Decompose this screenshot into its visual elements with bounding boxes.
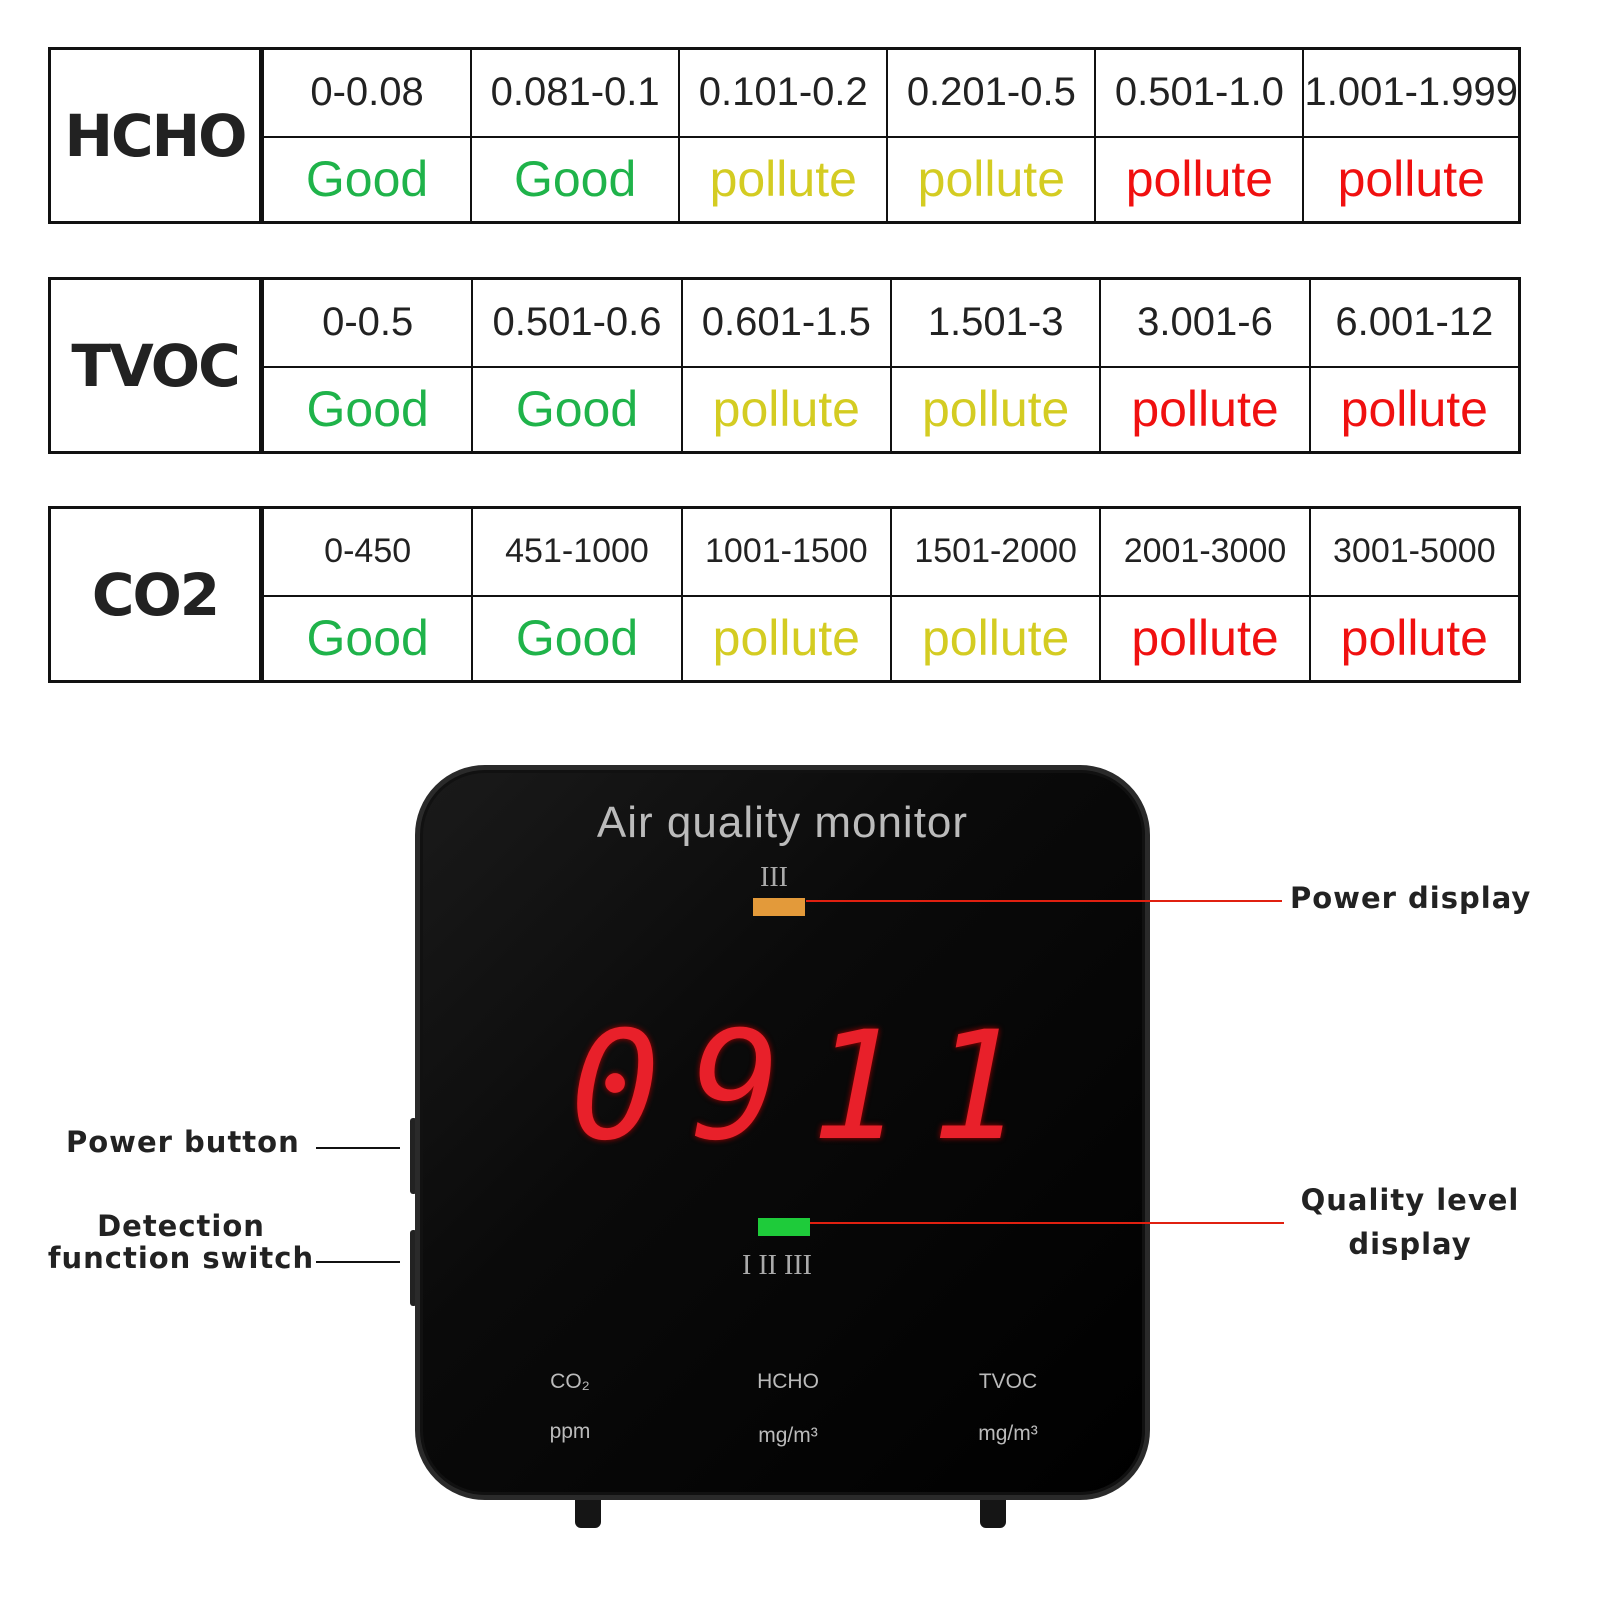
level-cell: pollute [680,365,890,451]
level-cell: pollute [680,594,890,680]
level-cell: pollute [889,365,1100,451]
range-cell: 0-0.08 [262,50,470,136]
range-cell: 6.001-12 [1308,280,1518,366]
callout-power-display: Power display [1290,881,1532,915]
sensor-co2-unit: ppm [549,1420,591,1443]
table-label: HCHO [51,50,262,221]
power-display-pointer [806,900,1282,902]
reading-display: 0911 [570,1000,1052,1174]
level-cell: Good [262,365,472,451]
threshold-table-hcho: HCHO 0-0.08 0.081-0.1 0.101-0.2 0.201-0.5 0.5… [48,47,1521,224]
sensor-hcho-unit: mg/m³ [758,1424,818,1447]
level-cell: Good [471,594,681,680]
level-cell: pollute [886,135,1095,221]
level-cell: pollute [1308,365,1518,451]
air-quality-monitor: Air quality monitor III 0911 I II III CO… [415,765,1150,1500]
callout-power-button: Power button [66,1125,300,1159]
power-button[interactable] [410,1118,417,1194]
range-cell: 0-0.5 [262,280,471,366]
callout-detection-line1: Detection [97,1209,265,1243]
range-cell: 0-450 [262,509,471,595]
range-cell: 1001-1500 [680,509,890,595]
threshold-table-co2: CO2 0-450 451-1000 1001-1500 1501-2000 2001-3… [48,506,1521,683]
detection-switch-pointer [316,1261,400,1263]
range-cell: 3001-5000 [1308,509,1518,595]
table-label: TVOC [51,280,262,451]
level-cell: pollute [1308,594,1518,680]
threshold-table-tvoc: TVOC 0-0.5 0.501-0.6 0.601-1.5 1.501-3 3.001-… [48,277,1521,454]
sensor-tvoc-label: TVOC [978,1370,1038,1393]
quality-indicator-bar [758,1218,810,1236]
level-cell: Good [262,135,471,221]
range-cell: 0.081-0.1 [470,50,678,136]
callout-quality-level: Quality level display [1295,1178,1525,1266]
range-cell: 2001-3000 [1099,509,1308,595]
level-cell: pollute [678,135,887,221]
detection-function-switch[interactable] [410,1230,417,1306]
level-cell: pollute [1302,135,1518,221]
level-cell: pollute [1094,135,1303,221]
power-level-label: III [760,862,788,893]
level-cell: pollute [1099,365,1309,451]
sensor-tvoc-unit: mg/m³ [978,1422,1038,1445]
range-cell: 451-1000 [471,509,680,595]
device-title: Air quality monitor [596,798,969,847]
range-cell: 1.501-3 [889,280,1099,366]
level-cell: pollute [889,594,1100,680]
range-cell: 1501-2000 [889,509,1099,595]
callout-quality-line1: Quality level [1300,1183,1520,1217]
range-cell: 0.601-1.5 [680,280,890,366]
quality-level-label: I II III [742,1250,812,1281]
quality-level-pointer [810,1222,1284,1224]
callout-detection-line2: function switch [47,1241,315,1275]
level-cell: pollute [1099,594,1309,680]
range-cell: 1.001-1.999 [1302,50,1518,136]
level-cell: Good [262,594,472,680]
range-cell: 0.501-1.0 [1094,50,1302,136]
sensor-hcho-label: HCHO [757,1370,819,1393]
power-indicator-bar [753,898,805,916]
callout-detection-switch: Detection function switch [46,1210,316,1274]
power-button-pointer [316,1147,400,1149]
sensor-co2-label: CO₂ [550,1370,590,1393]
range-cell: 3.001-6 [1099,280,1308,366]
range-cell: 0.201-0.5 [886,50,1094,136]
table-label: CO2 [51,509,262,680]
level-cell: Good [470,135,679,221]
range-cell: 0.101-0.2 [678,50,886,136]
range-cell: 0.501-0.6 [471,280,680,366]
callout-quality-line2: display [1348,1227,1472,1261]
level-cell: Good [471,365,681,451]
